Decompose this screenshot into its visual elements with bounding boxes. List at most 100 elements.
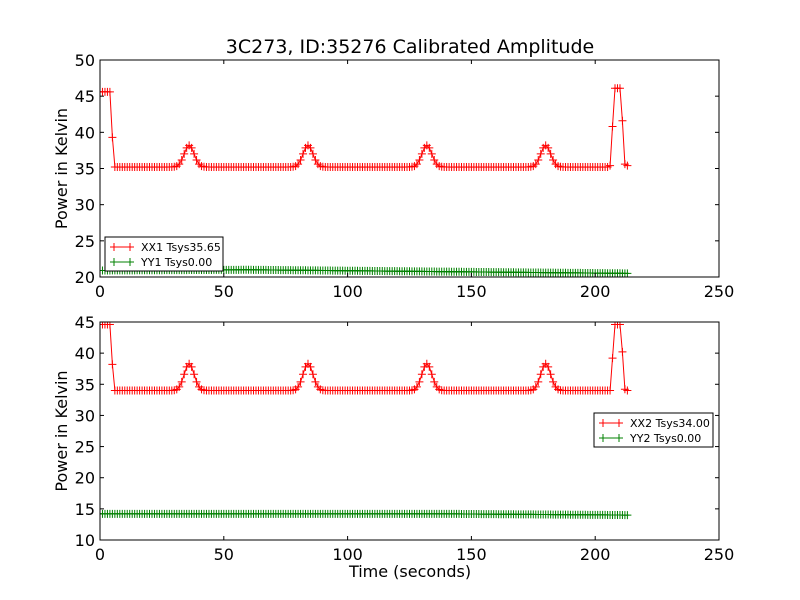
y-axis-label: Power in Kelvin — [52, 370, 71, 491]
data-point-marker — [549, 377, 558, 386]
legend-label: XX1 Tsys35.65 — [141, 241, 221, 254]
data-point-marker — [415, 156, 424, 165]
legend: XX2 Tsys34.00 YY2 Tsys0.00 — [593, 412, 714, 448]
data-point-marker — [192, 377, 201, 386]
data-point-marker — [294, 382, 303, 391]
series-line — [100, 324, 628, 391]
legend-label: YY2 Tsys0.00 — [629, 432, 701, 445]
legend-marker — [126, 243, 134, 251]
data-point-marker — [608, 122, 617, 131]
data-point-marker — [296, 156, 305, 165]
data-point-marker — [534, 377, 543, 386]
x-tick-label: 250 — [704, 545, 735, 564]
legend-label: YY1 Tsys0.00 — [140, 256, 212, 269]
y-tick-label: 10 — [75, 531, 95, 550]
data-point-marker — [615, 322, 624, 329]
data-point-marker — [177, 377, 186, 386]
legend-box — [104, 236, 224, 272]
data-point-marker — [623, 269, 632, 277]
x-tick-label: 250 — [704, 282, 735, 301]
data-point-marker — [412, 160, 421, 169]
y-tick-label: 40 — [75, 123, 95, 142]
data-point-marker — [546, 149, 555, 158]
y-tick-label: 15 — [75, 500, 95, 519]
data-point-marker — [180, 370, 189, 379]
plot-frame — [99, 321, 720, 541]
data-point-marker — [608, 354, 617, 363]
data-point-marker — [190, 370, 199, 379]
y-tick-label: 45 — [75, 87, 95, 106]
data-point-marker — [606, 161, 615, 170]
data-point-marker — [531, 160, 540, 169]
data-point-marker — [534, 156, 543, 165]
data-point-marker — [180, 149, 189, 158]
data-point-marker — [306, 362, 315, 371]
figure-title: 3C273, ID:35276 Calibrated Amplitude — [226, 36, 594, 58]
y-tick-label: 20 — [75, 268, 95, 287]
data-point-marker — [618, 116, 627, 125]
y-tick-label: 30 — [75, 406, 95, 425]
data-point-marker — [549, 156, 558, 165]
y-tick-label: 35 — [75, 160, 95, 179]
data-point-marker — [187, 362, 196, 371]
x-tick-label: 0 — [95, 282, 105, 301]
legend-marker — [110, 258, 118, 266]
y-tick-label: 25 — [75, 232, 95, 251]
series-line — [100, 87, 628, 168]
data-point-marker — [430, 156, 439, 165]
data-point-marker — [430, 377, 439, 386]
data-point-marker — [425, 143, 434, 152]
data-point-marker — [536, 149, 545, 158]
data-point-marker — [427, 149, 436, 158]
legend: XX1 Tsys35.65 YY1 Tsys0.00 — [104, 236, 224, 272]
data-point-marker — [311, 156, 320, 165]
data-point-marker — [105, 87, 114, 96]
data-point-marker — [192, 156, 201, 165]
top-plot-axes: 0 50 100 150 200 250 20 25 30 35 40 45 50 Power in Ke… — [52, 51, 734, 301]
legend-marker — [615, 419, 623, 427]
data-point-marker — [190, 149, 199, 158]
x-tick-label: 200 — [580, 282, 611, 301]
data-point-marker — [606, 386, 615, 395]
x-tick-label: 50 — [214, 545, 234, 564]
data-point-marker — [412, 382, 421, 391]
data-point-marker — [175, 382, 184, 391]
data-point-marker — [415, 377, 424, 386]
x-tick-label: 0 — [95, 545, 105, 564]
data-point-marker — [299, 149, 308, 158]
x-tick-label: 100 — [332, 282, 363, 301]
data-point-marker — [308, 149, 317, 158]
legend-marker — [110, 243, 118, 251]
x-tick-label: 150 — [456, 545, 487, 564]
x-tick-label: 100 — [332, 545, 363, 564]
data-point-marker — [615, 84, 624, 93]
y-tick-label: 35 — [75, 375, 95, 394]
data-point-marker — [308, 370, 317, 379]
data-point-marker — [417, 149, 426, 158]
x-tick-label: 150 — [456, 282, 487, 301]
data-point-marker — [623, 386, 632, 395]
x-tick-label: 50 — [214, 282, 234, 301]
data-point-marker — [531, 382, 540, 391]
series-2-1 — [100, 322, 632, 395]
y-tick-label: 25 — [75, 438, 95, 457]
y-tick-label: 40 — [75, 344, 95, 363]
data-point-marker — [299, 370, 308, 379]
x-axis-label: Time (seconds) — [348, 562, 471, 581]
data-point-marker — [425, 362, 434, 371]
data-point-marker — [306, 143, 315, 152]
data-point-marker — [536, 370, 545, 379]
data-point-marker — [311, 377, 320, 386]
data-point-marker — [623, 511, 632, 520]
series-2-2 — [100, 509, 632, 520]
data-point-marker — [187, 143, 196, 152]
data-point-marker — [618, 347, 627, 356]
data-point-marker — [546, 370, 555, 379]
data-point-marker — [108, 133, 117, 142]
data-point-marker — [623, 161, 632, 170]
y-tick-label: 50 — [75, 51, 95, 70]
data-point-marker — [427, 370, 436, 379]
data-point-marker — [296, 377, 305, 386]
y-tick-label: 20 — [75, 469, 95, 488]
